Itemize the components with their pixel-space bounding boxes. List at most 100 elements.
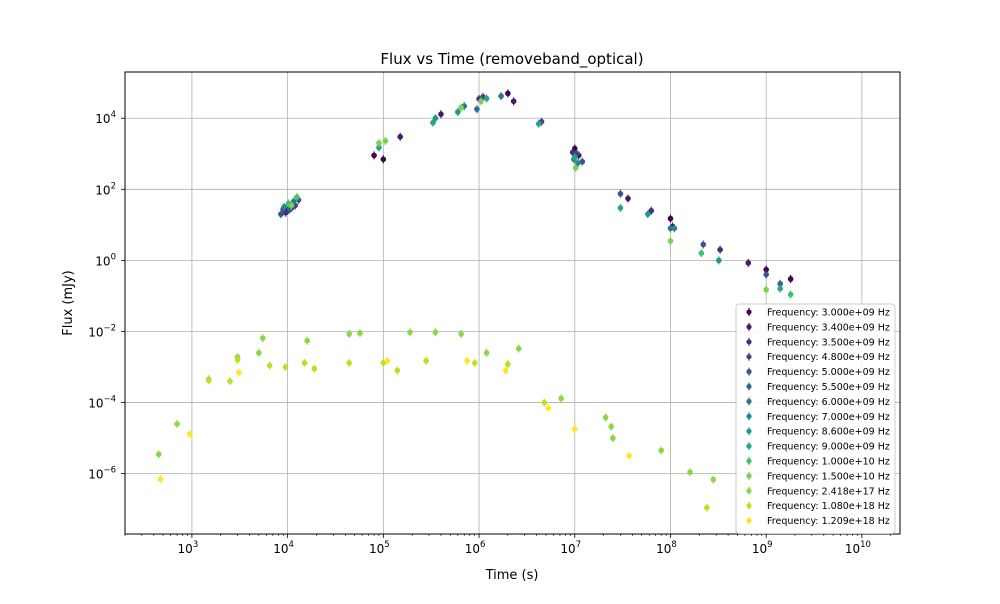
data-point <box>432 115 439 122</box>
legend-marker <box>746 324 752 330</box>
x-tick-label: 105 <box>369 540 390 556</box>
legend-entry: Frequency: 5.500e+09 Hz <box>767 382 890 393</box>
data-point <box>474 106 480 112</box>
data-point <box>510 98 517 105</box>
legend-entry: Frequency: 8.600e+09 Hz <box>767 427 890 438</box>
data-point <box>648 207 655 214</box>
data-point <box>397 134 403 140</box>
legend-marker <box>746 383 752 390</box>
legend-marker <box>746 443 752 449</box>
legend-entry: Frequency: 5.000e+09 Hz <box>767 367 890 378</box>
data-point <box>483 350 490 356</box>
data-point <box>698 250 705 256</box>
data-point <box>626 452 632 459</box>
data-point <box>610 435 616 441</box>
series-group <box>288 97 769 294</box>
data-point <box>787 291 794 298</box>
data-point <box>787 276 794 282</box>
legend-entry: Frequency: 9.000e+09 Hz <box>767 442 890 453</box>
series-group <box>205 355 710 512</box>
data-point <box>575 160 581 166</box>
y-tick-label: 10−4 <box>88 395 116 411</box>
data-point <box>704 504 710 511</box>
data-point <box>763 271 769 278</box>
data-point <box>535 120 542 127</box>
legend-entry: Frequency: 6.000e+09 Hz <box>767 397 890 408</box>
legend-marker <box>746 309 752 315</box>
data-point <box>294 194 300 200</box>
data-point <box>617 205 624 211</box>
data-point <box>407 329 413 336</box>
legend-entry: Frequency: 3.000e+09 Hz <box>767 308 890 319</box>
data-point <box>430 119 436 126</box>
data-point <box>371 152 377 159</box>
data-point <box>155 451 162 458</box>
data-point <box>259 335 266 341</box>
series-group <box>281 159 678 233</box>
y-tick-label: 10−6 <box>88 466 116 482</box>
data-point <box>438 111 444 117</box>
data-point <box>745 260 752 266</box>
legend-marker <box>746 413 752 419</box>
legend-marker <box>746 458 752 464</box>
y-axis-label: Flux (mJy) <box>61 270 76 336</box>
data-point <box>432 329 439 336</box>
data-point <box>515 345 522 352</box>
data-point <box>687 469 693 475</box>
data-point <box>602 414 609 421</box>
data-point <box>357 330 363 336</box>
data-point <box>505 90 511 97</box>
data-point <box>579 158 586 165</box>
data-point <box>572 165 579 171</box>
legend-marker <box>746 354 752 360</box>
data-point <box>505 361 511 367</box>
legend-marker <box>746 428 752 434</box>
x-axis-label: Time (s) <box>485 568 539 583</box>
data-point <box>455 109 461 115</box>
data-point <box>256 350 262 356</box>
data-point <box>671 225 678 232</box>
data-point <box>301 360 308 366</box>
legend-entry: Frequency: 4.800e+09 Hz <box>767 352 890 363</box>
data-point <box>617 190 624 197</box>
data-point <box>777 280 783 287</box>
data-point <box>234 356 241 363</box>
data-point <box>716 257 722 264</box>
data-point <box>658 447 665 454</box>
x-tick-label: 103 <box>178 540 199 556</box>
data-point <box>288 202 295 209</box>
data-point <box>304 337 310 344</box>
legend-entry: Frequency: 3.500e+09 Hz <box>767 337 890 348</box>
data-point <box>667 225 674 232</box>
data-point <box>282 364 289 370</box>
data-point <box>376 144 382 151</box>
data-point <box>763 286 769 293</box>
x-tick-label: 109 <box>752 540 773 556</box>
legend-entry: Frequency: 1.500e+10 Hz <box>767 471 890 482</box>
data-point <box>608 423 614 430</box>
legend-marker <box>746 398 752 404</box>
data-point <box>174 421 180 427</box>
data-point <box>483 95 490 102</box>
legend-box <box>735 303 896 534</box>
series-group <box>432 107 722 265</box>
data-point <box>464 357 470 364</box>
data-point <box>777 285 783 292</box>
data-point <box>458 104 464 111</box>
data-point <box>625 195 631 202</box>
data-point <box>236 369 242 376</box>
data-point <box>717 246 723 253</box>
data-point <box>571 154 578 161</box>
y-tick-label: 100 <box>95 252 116 268</box>
data-point <box>498 93 504 99</box>
legend-marker <box>746 369 752 375</box>
legend-marker <box>746 339 752 345</box>
x-tick-label: 1010 <box>845 540 871 556</box>
data-point <box>667 215 674 222</box>
data-point <box>278 211 284 217</box>
data-point <box>186 431 193 437</box>
data-point <box>471 360 478 366</box>
data-point <box>380 156 387 163</box>
